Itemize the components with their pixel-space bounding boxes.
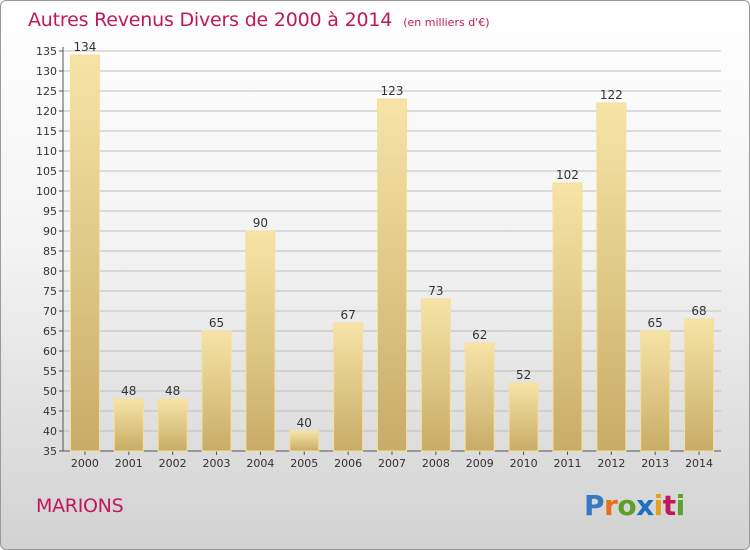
y-tick-label: 85 <box>43 245 57 258</box>
y-tick-label: 75 <box>43 285 57 298</box>
x-tick-label-2001: 2001 <box>115 457 143 470</box>
y-tick-label: 40 <box>43 425 57 438</box>
y-tick-label: 90 <box>43 225 57 238</box>
value-label-2010: 52 <box>516 368 531 382</box>
y-tick-label: 110 <box>36 145 57 158</box>
x-tick-label-2004: 2004 <box>246 457 274 470</box>
bar-2012 <box>596 102 627 452</box>
value-label-2014: 68 <box>691 304 706 318</box>
y-tick-label: 100 <box>36 185 57 198</box>
logo-letter: i <box>675 489 686 522</box>
value-label-2005: 40 <box>297 416 312 430</box>
y-tick-label: 35 <box>43 445 57 458</box>
x-tick-label-2008: 2008 <box>422 457 450 470</box>
x-tick-label-2003: 2003 <box>203 457 231 470</box>
bar-2007 <box>377 98 407 452</box>
y-tick-label: 50 <box>43 385 57 398</box>
logo-letter: P <box>584 489 605 522</box>
y-tick-label: 70 <box>43 305 57 318</box>
value-label-2008: 73 <box>428 284 443 298</box>
proxiti-logo: Proxiti <box>584 489 685 522</box>
value-label-2012: 122 <box>600 88 623 102</box>
x-tick-label-2011: 2011 <box>553 457 581 470</box>
value-label-2006: 67 <box>340 308 355 322</box>
x-tick-label-2013: 2013 <box>641 457 669 470</box>
bar-2005 <box>289 430 320 452</box>
value-label-2013: 65 <box>648 316 663 330</box>
value-label-2011: 102 <box>556 168 579 182</box>
value-label-2002: 48 <box>165 384 180 398</box>
y-tick-label: 95 <box>43 205 57 218</box>
x-tick-label-2002: 2002 <box>159 457 187 470</box>
chart-subtitle: (en milliers d'€) <box>403 16 490 29</box>
y-tick-label: 125 <box>36 85 57 98</box>
y-tick-label: 105 <box>36 165 57 178</box>
x-tick-label-2005: 2005 <box>290 457 318 470</box>
y-tick-label: 135 <box>36 45 57 58</box>
value-label-2009: 62 <box>472 328 487 342</box>
chart-title: Autres Revenus Divers de 2000 à 2014 <box>28 9 393 31</box>
bar-2004 <box>245 230 276 452</box>
x-tick-label-2010: 2010 <box>510 457 538 470</box>
x-tick-label-2009: 2009 <box>466 457 494 470</box>
x-tick-label-2012: 2012 <box>597 457 625 470</box>
x-tick-label-2006: 2006 <box>334 457 362 470</box>
bar-2006 <box>333 322 364 452</box>
value-label-2003: 65 <box>209 316 224 330</box>
y-tick-label: 60 <box>43 345 57 358</box>
bar-2002 <box>157 398 188 452</box>
title-row: Autres Revenus Divers de 2000 à 2014 (en… <box>28 9 490 31</box>
y-tick-label: 80 <box>43 265 57 278</box>
logo-letter: o <box>617 489 637 522</box>
bar-2010 <box>508 382 539 452</box>
logo-letter: x <box>636 489 654 522</box>
y-tick-label: 115 <box>36 125 57 138</box>
bar-2000 <box>69 54 100 452</box>
logo-letter: t <box>662 489 676 522</box>
bar-2014 <box>684 318 715 452</box>
x-tick-label-2000: 2000 <box>71 457 99 470</box>
y-tick-label: 130 <box>36 65 57 78</box>
bar-2011 <box>552 182 583 452</box>
bar-2001 <box>113 398 144 452</box>
value-label-2001: 48 <box>121 384 136 398</box>
bar-2003 <box>201 330 232 452</box>
y-tick-label: 120 <box>36 105 57 118</box>
bar-2013 <box>640 330 671 452</box>
bars <box>69 54 715 452</box>
y-tick-label: 65 <box>43 325 57 338</box>
value-label-2004: 90 <box>253 216 268 230</box>
place-name: MARIONS <box>36 495 124 517</box>
value-label-2000: 134 <box>73 40 96 54</box>
bar-2009 <box>464 342 495 452</box>
logo-letter: i <box>653 489 664 522</box>
value-label-2007: 123 <box>381 84 404 98</box>
x-tick-label-2007: 2007 <box>378 457 406 470</box>
labels: 35 40 45 50 55 60 65 70 75 80 85 90 95 100 105 110 115 12… <box>36 40 713 470</box>
y-tick-label: 45 <box>43 405 57 418</box>
logo-letter: r <box>604 489 618 522</box>
x-tick-label-2014: 2014 <box>685 457 713 470</box>
bar-2008 <box>420 298 451 452</box>
y-tick-label: 55 <box>43 365 57 378</box>
